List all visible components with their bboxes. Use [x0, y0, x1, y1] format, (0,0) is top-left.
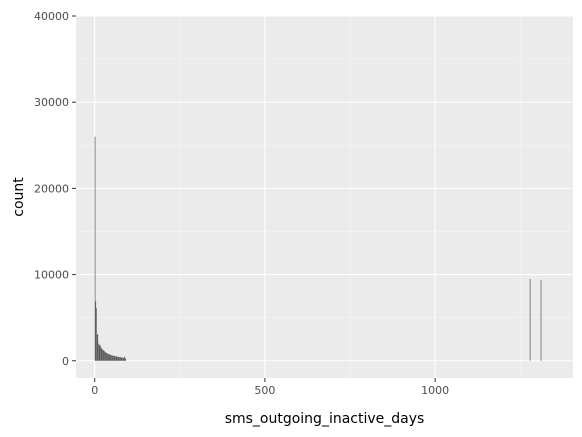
y-axis-title: count — [11, 177, 27, 217]
histogram-bar — [111, 355, 113, 361]
histogram-bar — [106, 353, 107, 361]
y-tick-label: 10000 — [34, 269, 69, 282]
histogram-bar — [117, 356, 119, 361]
histogram-bar — [115, 356, 116, 361]
histogram-bar — [98, 343, 99, 361]
y-tick-label: 40000 — [34, 10, 69, 23]
x-tick-label: 1000 — [421, 384, 449, 397]
histogram-bar — [109, 354, 111, 361]
histogram-bar — [123, 357, 125, 361]
histogram-bar — [529, 278, 531, 361]
histogram-bar — [104, 352, 106, 361]
histogram-bar — [122, 357, 124, 361]
histogram-bar — [113, 355, 114, 361]
histogram-bar — [95, 301, 97, 361]
histogram-bar — [123, 356, 125, 361]
major-gridlines — [76, 15, 573, 378]
histogram-bar — [117, 356, 118, 361]
histogram-bar — [101, 348, 103, 361]
histogram-bar — [112, 355, 114, 361]
y-tick-label: 20000 — [34, 182, 69, 195]
histogram-bar — [111, 355, 112, 361]
histogram-bar — [106, 353, 108, 361]
x-tick-label: 500 — [254, 384, 275, 397]
histogram-bar — [96, 308, 97, 361]
histogram-bar — [124, 357, 126, 361]
histogram-bar — [118, 357, 120, 361]
histogram-bar — [103, 350, 105, 361]
histogram-bar — [119, 357, 121, 361]
histogram-bar — [102, 349, 103, 361]
histogram-bars — [94, 136, 542, 361]
histogram-bar — [116, 356, 118, 361]
histogram-bar — [98, 344, 100, 361]
histogram-bar — [125, 358, 127, 361]
histogram-bar — [108, 354, 110, 361]
plot-panel — [76, 16, 573, 378]
histogram-bar — [110, 354, 112, 361]
histogram-bar — [104, 351, 105, 361]
histogram-bar — [107, 353, 109, 361]
histogram-bar — [115, 356, 117, 361]
histogram-bar — [121, 357, 123, 361]
x-tick-label: 0 — [91, 384, 98, 397]
minor-gridlines — [76, 16, 573, 378]
histogram-bar — [105, 352, 107, 361]
histogram-bar — [99, 346, 101, 361]
histogram-bar — [97, 334, 99, 361]
histogram-bar — [121, 357, 122, 361]
histogram-bar — [100, 347, 102, 361]
histogram-bar — [109, 354, 110, 361]
histogram-bar — [113, 355, 115, 361]
axis-ticks — [72, 15, 436, 382]
histogram-bar — [120, 357, 122, 361]
histogram-bar — [119, 357, 120, 361]
x-axis-title: sms_outgoing_inactive_days — [225, 411, 425, 427]
histogram-bar — [114, 356, 116, 361]
histogram-bar — [100, 345, 101, 361]
histogram-bar — [96, 334, 98, 361]
histogram-bar — [102, 349, 104, 361]
y-tick-label: 0 — [62, 355, 69, 368]
histogram-bar — [94, 136, 96, 361]
histogram-bar — [540, 279, 542, 361]
y-tick-label: 30000 — [34, 96, 69, 109]
